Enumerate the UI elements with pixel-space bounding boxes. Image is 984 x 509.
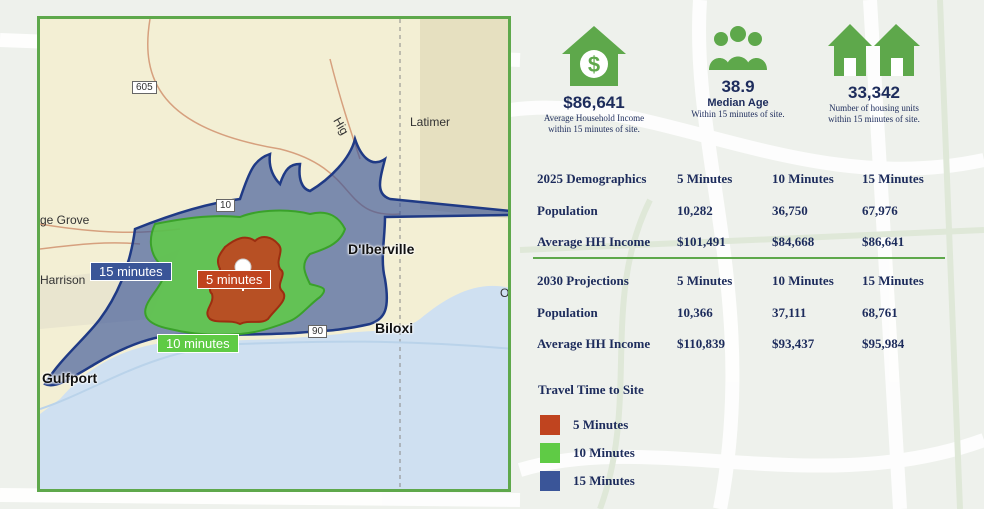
map-label-biloxi: Biloxi <box>375 320 414 336</box>
zone-label-10-minutes: 10 minutes <box>157 334 239 353</box>
header-2030-15min: 15 Minutes <box>862 273 924 288</box>
route-605-shield: 605 <box>132 81 157 94</box>
table-cell: $84,668 <box>772 234 815 249</box>
row-label: Population <box>537 305 598 320</box>
header-2025-15min: 15 Minutes <box>862 171 924 186</box>
table-cell: $110,839 <box>677 336 726 351</box>
legend-label: 15 Minutes <box>573 473 635 488</box>
house-dollar-icon: $ <box>562 26 626 86</box>
income-caption-1: Average Household Income <box>543 113 645 123</box>
table-cell: $93,437 <box>772 336 815 351</box>
table-cell: 36,750 <box>772 203 808 218</box>
map-label-harrison: Harrison <box>40 273 86 287</box>
interstate-10-shield: 10 <box>216 199 236 212</box>
map-label-ocean: O <box>500 286 510 300</box>
header-2025: 2025 Demographics <box>537 171 647 186</box>
legend-swatch <box>540 471 560 491</box>
stat-housing-units: 33,342 Number of housing units within 15… <box>809 22 939 125</box>
age-caption: Within 15 minutes of site. <box>691 109 785 119</box>
row-label: Average HH Income <box>537 336 651 351</box>
header-2025-10min: 10 Minutes <box>772 171 834 186</box>
header-2025-5min: 5 Minutes <box>677 171 733 186</box>
legend-swatch <box>540 443 560 463</box>
income-value: $86,641 <box>563 93 625 112</box>
legend-label: 5 Minutes <box>573 417 629 432</box>
map-label-grove: ge Grove <box>40 213 90 227</box>
housing-value: 33,342 <box>848 83 900 102</box>
income-caption-2: within 15 minutes of site. <box>548 124 640 134</box>
age-value: 38.9 <box>721 77 755 96</box>
route-90-shield: 90 <box>308 325 328 338</box>
table-cell: 68,761 <box>862 305 898 320</box>
map-canvas <box>40 19 508 489</box>
stat-median-age: 38.9 Median Age Within 15 minutes of sit… <box>676 24 800 120</box>
travel-time-map[interactable]: 605 Latimer Hig ge Grove Harrison 10 90 … <box>37 16 511 492</box>
zone-label-15-minutes: 15 minutes <box>90 262 172 281</box>
row-label: Average HH Income <box>537 234 651 249</box>
housing-caption-1: Number of housing units <box>829 103 919 113</box>
map-label-latimer: Latimer <box>410 115 451 129</box>
table-cell: $101,491 <box>677 234 726 249</box>
row-label: Population <box>537 203 598 218</box>
header-2030-5min: 5 Minutes <box>677 273 733 288</box>
table-cell: 37,111 <box>772 305 807 320</box>
svg-text:$: $ <box>588 52 600 77</box>
legend-swatch <box>540 415 560 435</box>
table-cell: $86,641 <box>862 234 905 249</box>
zone-label-5-minutes: 5 minutes <box>197 270 272 289</box>
legend-label: 10 Minutes <box>573 445 635 460</box>
map-label-gulfport: Gulfport <box>42 370 98 386</box>
housing-caption-2: within 15 minutes of site. <box>828 114 920 124</box>
table-cell: 67,976 <box>862 203 898 218</box>
map-label-diberville: D'Iberville <box>348 241 415 257</box>
age-label: Median Age <box>707 97 769 109</box>
table-cell: 10,282 <box>677 203 713 218</box>
header-2030-10min: 10 Minutes <box>772 273 834 288</box>
people-group-icon <box>709 26 767 70</box>
table-cell: $95,984 <box>862 336 905 351</box>
houses-icon <box>828 24 920 76</box>
legend-title: Travel Time to Site <box>538 382 644 397</box>
header-2030: 2030 Projections <box>537 273 629 288</box>
table-cell: 10,366 <box>677 305 713 320</box>
section-divider <box>533 257 945 259</box>
stat-household-income: $ $86,641 Average Household Income withi… <box>532 24 656 135</box>
